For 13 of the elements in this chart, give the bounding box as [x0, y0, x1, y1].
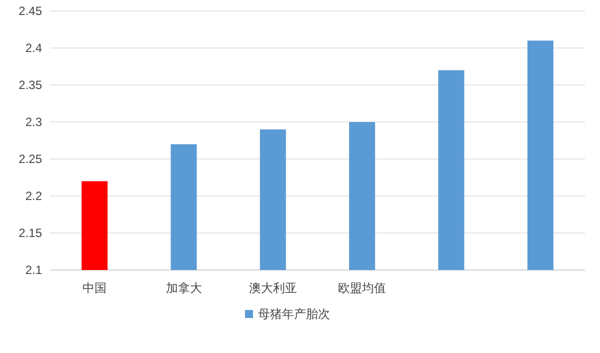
y-tick-label: 2.25 — [18, 152, 42, 166]
x-tick-label: 澳大利亚 — [248, 281, 297, 295]
x-tick-label: 中国 — [82, 281, 107, 295]
y-tick-label: 2.15 — [18, 226, 42, 240]
y-tick-label: 2.35 — [18, 78, 42, 92]
y-tick-label: 2.45 — [18, 4, 42, 18]
y-tick-label: 2.1 — [25, 263, 42, 277]
x-tick-label: 欧盟均值 — [338, 281, 386, 295]
y-tick-label: 2.2 — [25, 189, 42, 203]
y-tick-label: 2.3 — [25, 115, 42, 129]
x-tick-label: 加拿大 — [166, 281, 202, 295]
y-tick-label: 2.4 — [25, 41, 42, 55]
legend-label: 母猪年产胎次 — [258, 307, 330, 321]
